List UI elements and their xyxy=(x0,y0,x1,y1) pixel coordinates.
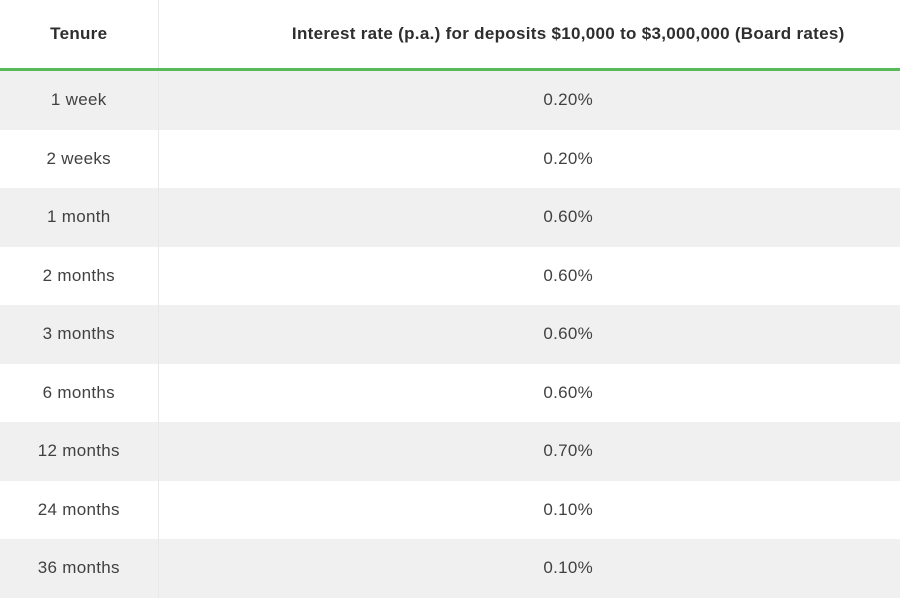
table-row: 2 months 0.60% xyxy=(0,246,900,305)
tenure-cell: 2 weeks xyxy=(0,129,159,188)
table-row: 2 weeks 0.20% xyxy=(0,129,900,188)
rate-cell: 0.70% xyxy=(158,422,900,481)
rate-cell: 0.60% xyxy=(158,363,900,422)
table-body: 1 week 0.20% 2 weeks 0.20% 1 month 0.60%… xyxy=(0,69,900,598)
rate-cell: 0.60% xyxy=(158,188,900,247)
table-header: Tenure Interest rate (p.a.) for deposits… xyxy=(0,0,900,71)
rate-cell: 0.20% xyxy=(158,129,900,188)
rate-cell: 0.10% xyxy=(158,480,900,539)
tenure-cell: 24 months xyxy=(0,480,159,539)
tenure-cell: 36 months xyxy=(0,539,159,598)
tenure-cell: 6 months xyxy=(0,363,159,422)
rate-cell: 0.60% xyxy=(158,246,900,305)
tenure-cell: 1 month xyxy=(0,188,159,247)
rate-cell: 0.60% xyxy=(158,305,900,364)
tenure-cell: 3 months xyxy=(0,305,159,364)
table-row: 12 months 0.70% xyxy=(0,422,900,481)
table-row: 6 months 0.60% xyxy=(0,363,900,422)
rate-cell: 0.20% xyxy=(158,69,900,130)
tenure-cell: 2 months xyxy=(0,246,159,305)
table-row: 1 month 0.60% xyxy=(0,188,900,247)
table-row: 1 week 0.20% xyxy=(0,69,900,130)
table-row: 24 months 0.10% xyxy=(0,480,900,539)
column-header-interest-rate: Interest rate (p.a.) for deposits $10,00… xyxy=(158,0,900,71)
tenure-cell: 1 week xyxy=(0,69,159,130)
rate-cell: 0.10% xyxy=(158,539,900,598)
table-row: 36 months 0.10% xyxy=(0,539,900,598)
table-row: 3 months 0.60% xyxy=(0,305,900,364)
tenure-cell: 12 months xyxy=(0,422,159,481)
header-row: Tenure Interest rate (p.a.) for deposits… xyxy=(0,0,900,71)
column-header-tenure: Tenure xyxy=(0,0,159,71)
